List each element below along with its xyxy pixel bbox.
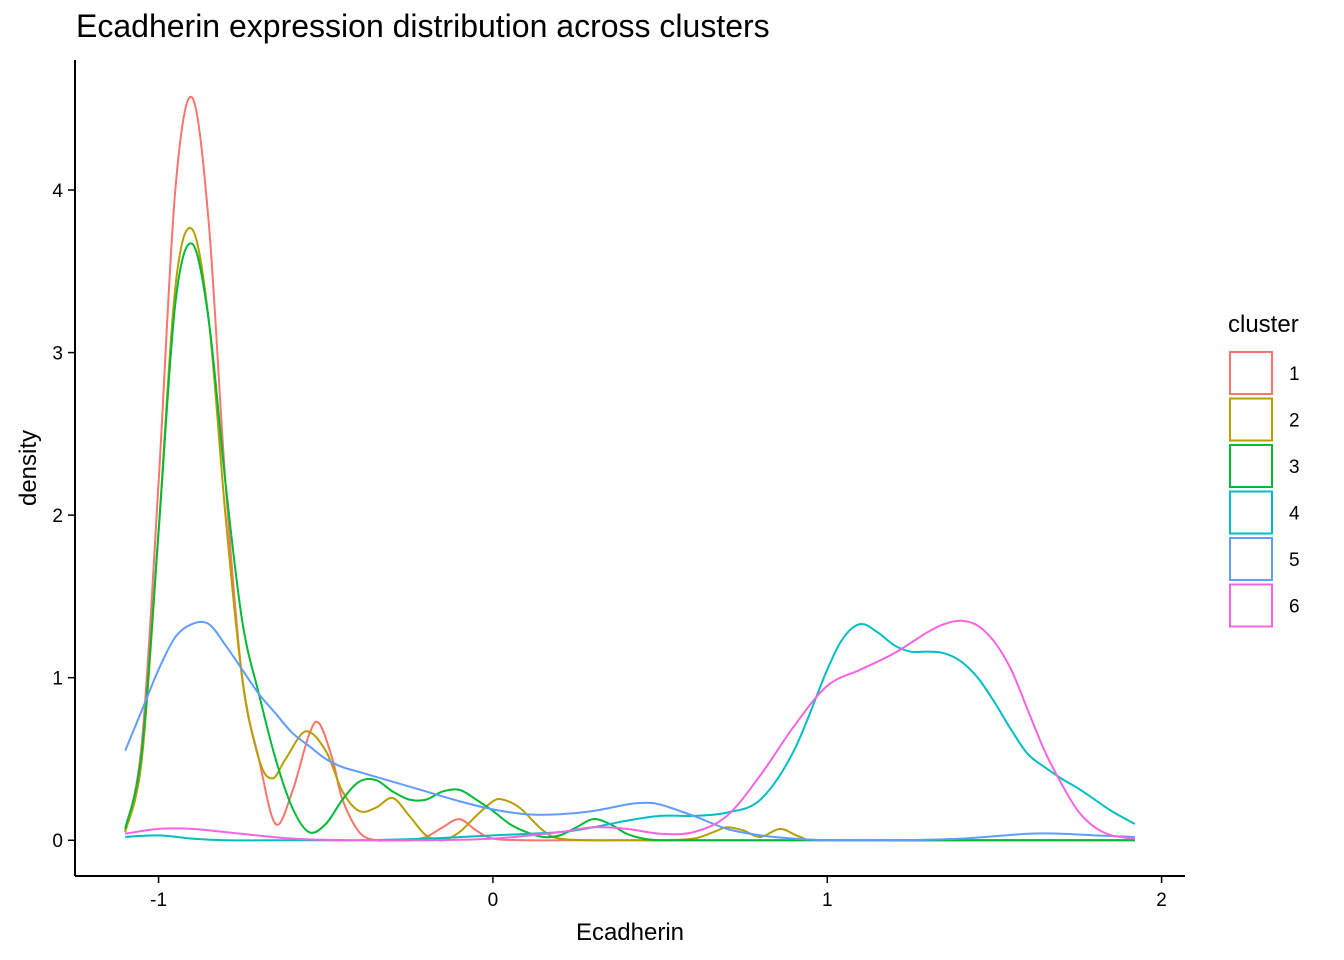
legend-label-cluster-5: 5 [1289, 550, 1300, 571]
legend-key-cluster-3 [1229, 444, 1273, 488]
legend-title: cluster [1228, 311, 1299, 338]
x-tick-label: 0 [488, 890, 499, 911]
legend-key-cluster-2 [1229, 397, 1273, 442]
plot-area [124, 95, 1136, 842]
y-axis-title: density [15, 430, 42, 506]
legend-key-cluster-6 [1229, 583, 1273, 628]
y-tick-label: 3 [52, 344, 63, 365]
legend-label-cluster-2: 2 [1289, 411, 1300, 432]
x-tick-label: 1 [822, 890, 833, 911]
density-line-cluster-4 [125, 623, 1136, 842]
legend-label-cluster-3: 3 [1289, 457, 1300, 478]
legend-label-cluster-1: 1 [1289, 364, 1300, 385]
legend-label-cluster-4: 4 [1289, 504, 1300, 525]
density-line-cluster-2 [124, 226, 1135, 842]
density-line-cluster-6 [125, 619, 1135, 842]
legend: cluster 1 2 3 4 5 6 [1228, 311, 1300, 628]
density-line-cluster-1 [124, 95, 1135, 842]
legend-key-cluster-5 [1229, 537, 1273, 581]
density-line-cluster-3 [124, 242, 1135, 842]
y-tick-label: 0 [52, 831, 63, 852]
x-tick-label: 2 [1156, 890, 1167, 911]
axes: 0 1 2 3 4 -1 0 1 2 Ecadherin density [15, 60, 1185, 946]
y-tick-label: 1 [52, 669, 63, 690]
y-tick-label: 2 [52, 506, 63, 527]
legend-key-cluster-1 [1229, 351, 1273, 395]
density-line-cluster-5 [124, 620, 1135, 842]
y-tick-label: 4 [52, 181, 63, 202]
chart-title: Ecadherin expression distribution across… [76, 8, 770, 44]
legend-key-cluster-4 [1229, 490, 1273, 535]
legend-label-cluster-6: 6 [1289, 597, 1300, 618]
x-tick-label: -1 [150, 890, 167, 911]
x-axis-title: Ecadherin [576, 919, 684, 946]
